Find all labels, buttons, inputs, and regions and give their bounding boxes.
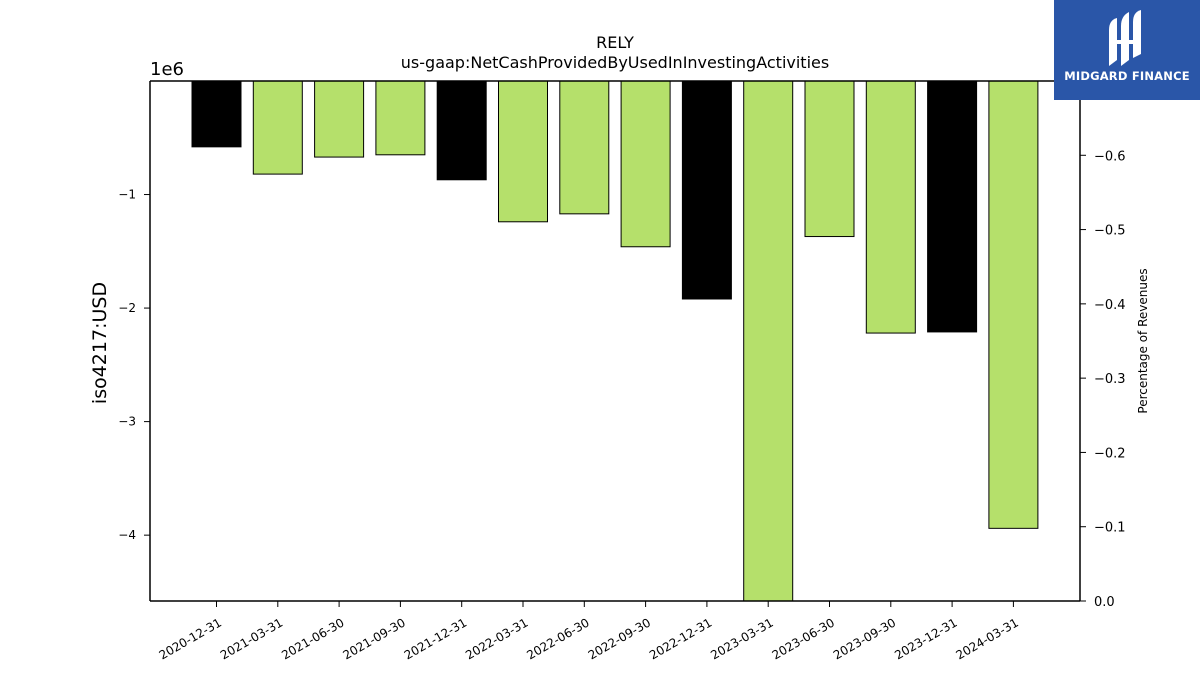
chart-title: RELY [596, 33, 634, 52]
bar [865, 80, 916, 334]
x-tick-label: 2021-12-31 [402, 615, 469, 662]
x-tick-label: 2023-03-31 [708, 615, 775, 662]
y2-tick-label: −0.6 [1094, 149, 1126, 164]
x-tick-label: 2021-06-30 [279, 615, 346, 662]
y-tick-label: −2 [118, 301, 136, 315]
y2-tick-label: −0.1 [1094, 521, 1126, 536]
x-tick-label: 2022-12-31 [647, 615, 714, 662]
x-tick-label: 2023-12-31 [892, 615, 959, 662]
logo-mark-icon [1109, 10, 1141, 66]
bar [375, 80, 426, 156]
bar [436, 80, 487, 181]
bar [927, 80, 978, 333]
bar [681, 80, 732, 300]
x-tick-label: 2021-03-31 [218, 615, 285, 662]
x-tick-label: 2020-12-31 [157, 615, 224, 662]
bar [559, 80, 610, 215]
y2-axis-label: Percentage of Revenues [1136, 268, 1150, 413]
x-tick-label: 2022-06-30 [524, 615, 591, 662]
y-axis-label: iso4217:USD [89, 282, 111, 404]
y-tick-label: −4 [118, 528, 136, 542]
y2-tick-label: −0.5 [1094, 224, 1126, 239]
y2-tick-label: −0.4 [1094, 298, 1126, 313]
y-tick-label: −1 [118, 188, 136, 202]
midgard-finance-logo: MIDGARD FINANCE [1054, 0, 1200, 100]
bar [252, 80, 303, 175]
bar [498, 80, 548, 223]
bar [191, 80, 242, 148]
y2-tick-label: 0.0 [1094, 595, 1115, 610]
y-offset-label: 1e6 [150, 59, 184, 80]
logo-text: MIDGARD FINANCE [1064, 69, 1190, 83]
y-tick-label: −3 [118, 415, 136, 429]
x-tick-label: 2024-03-31 [953, 615, 1020, 662]
y2-tick-label: −0.2 [1094, 446, 1126, 461]
bar [804, 80, 855, 238]
bar [743, 80, 794, 602]
x-tick-label: 2022-03-31 [463, 615, 530, 662]
bar [314, 80, 365, 158]
bar [620, 80, 671, 248]
x-tick-label: 2021-09-30 [340, 615, 407, 662]
x-tick-label: 2023-09-30 [831, 615, 898, 662]
y2-tick-label: −0.3 [1094, 372, 1126, 387]
x-tick-label: 2023-06-30 [770, 615, 837, 662]
x-tick-label: 2022-09-30 [586, 615, 653, 662]
bar [988, 80, 1039, 529]
chart-subtitle: us-gaap:NetCashProvidedByUsedInInvesting… [401, 53, 829, 72]
